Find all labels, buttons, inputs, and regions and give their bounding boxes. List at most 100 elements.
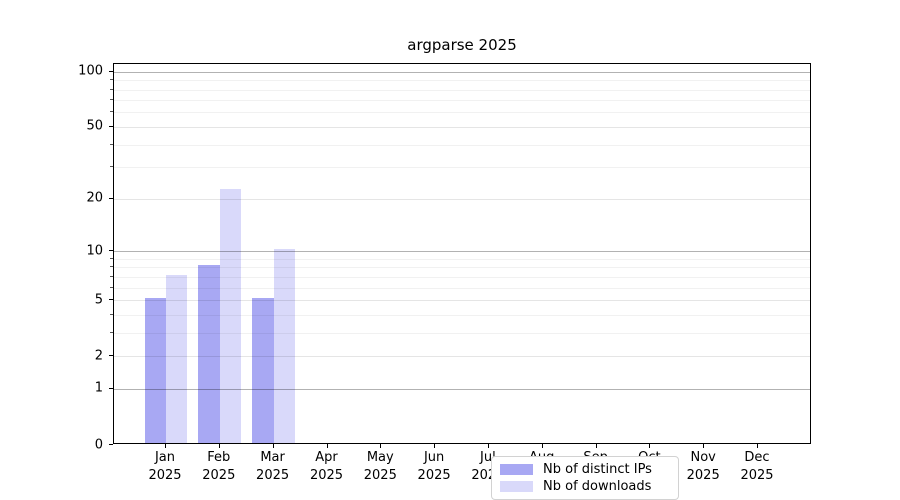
x-tick <box>703 444 705 448</box>
x-tick-year: 2025 <box>417 468 451 483</box>
x-tick <box>434 444 436 448</box>
gridline-major <box>114 71 810 73</box>
gridline-minor <box>114 100 810 102</box>
chart-title: argparse 2025 <box>407 36 517 54</box>
grid-layer <box>114 64 810 443</box>
y-tick-label: 0 <box>94 437 103 452</box>
y-tick <box>109 70 113 72</box>
x-tick-label: Jan 2025 <box>125 449 205 485</box>
x-tick-label: Mar 2025 <box>233 449 313 485</box>
legend: Nb of distinct IPs Nb of downloads <box>491 456 679 500</box>
bar-jan-s0 <box>144 298 166 443</box>
x-tick <box>272 444 274 448</box>
y-tick-label: 1 <box>94 380 103 396</box>
x-tick <box>757 444 758 448</box>
x-tick <box>380 444 382 448</box>
y-minor-tick <box>110 313 113 315</box>
y-minor-tick <box>110 79 113 81</box>
y-tick-label: 20 <box>86 190 103 206</box>
gridline-labeled <box>114 356 810 358</box>
bar-mar-s1 <box>273 249 295 443</box>
x-tick-month: May <box>366 450 394 465</box>
bar-jan-s1 <box>166 274 188 443</box>
x-tick <box>218 444 220 448</box>
x-tick-label: Dec 2025 <box>717 449 797 485</box>
x-tick-label: Feb 2025 <box>179 449 259 485</box>
y-tick <box>109 299 113 300</box>
x-tick <box>595 444 597 448</box>
x-tick-year: 2025 <box>202 468 236 483</box>
x-tick-label: May 2025 <box>340 449 420 485</box>
y-tick <box>109 197 113 199</box>
gridline-minor <box>114 287 810 289</box>
gridline-minor <box>114 167 810 169</box>
x-tick-year: 2025 <box>740 468 774 483</box>
x-tick-month: Jan <box>154 450 176 465</box>
gridline-minor <box>114 258 810 260</box>
x-tick-month: Dec <box>744 450 770 465</box>
y-minor-tick <box>110 99 113 101</box>
gridline-minor <box>114 314 810 316</box>
y-minor-tick <box>110 257 113 259</box>
x-tick <box>649 444 651 448</box>
gridline-minor <box>114 144 810 146</box>
legend-row-downloads: Nb of downloads <box>500 479 670 494</box>
x-tick-label: Jun 2025 <box>394 449 474 485</box>
bar-feb-s0 <box>198 265 220 443</box>
y-tick-label: 100 <box>78 63 103 79</box>
bar-mar-s0 <box>252 298 274 443</box>
y-tick-label: 50 <box>86 118 103 134</box>
y-minor-tick <box>110 88 113 90</box>
x-tick <box>487 444 489 448</box>
bar-feb-s1 <box>219 189 242 443</box>
legend-swatch-distinct-ips <box>500 463 533 475</box>
y-tick <box>109 444 113 445</box>
gridline-major <box>114 251 810 252</box>
y-tick <box>109 125 113 127</box>
gridline-minor <box>114 80 810 82</box>
y-tick <box>109 387 113 389</box>
y-tick-label: 2 <box>94 348 103 364</box>
y-tick-label: 10 <box>86 243 103 258</box>
gridline-labeled <box>114 126 810 128</box>
x-tick-label: Apr 2025 <box>287 449 367 485</box>
x-tick <box>165 444 166 448</box>
gridline-minor <box>114 112 810 114</box>
gridline-labeled <box>114 198 810 200</box>
x-tick <box>541 444 543 448</box>
x-tick-month: Apr <box>315 450 338 465</box>
y-minor-tick <box>110 166 113 168</box>
x-tick <box>326 444 328 448</box>
y-minor-tick <box>110 331 113 333</box>
gridline-minor <box>114 89 810 91</box>
legend-label-distinct-ips: Nb of distinct IPs <box>543 461 652 477</box>
x-tick-month: Mar <box>260 450 285 465</box>
y-minor-tick <box>110 275 113 277</box>
y-tick <box>109 355 113 357</box>
x-tick-year: 2025 <box>148 468 182 483</box>
y-minor-tick <box>110 286 113 288</box>
y-tick <box>109 250 113 251</box>
x-tick-year: 2025 <box>309 468 344 483</box>
x-tick-month: Jun <box>423 450 445 465</box>
gridline-labeled <box>114 300 810 301</box>
bars-layer <box>114 64 810 443</box>
gridline-minor <box>114 276 810 278</box>
legend-swatch-downloads <box>500 481 533 493</box>
y-tick-label: 5 <box>94 292 103 307</box>
gridline-minor <box>114 267 810 269</box>
x-tick-label: Nov 2025 <box>663 449 743 485</box>
gridline-minor <box>114 332 810 334</box>
x-tick-month: Feb <box>207 450 231 465</box>
legend-row-distinct-ips: Nb of distinct IPs <box>500 462 670 477</box>
plot-area: Nb of distinct IPs Nb of downloads <box>113 63 811 500</box>
y-minor-tick <box>110 143 113 145</box>
x-tick-year: 2025 <box>256 468 290 483</box>
legend-label-downloads: Nb of downloads <box>543 479 652 495</box>
x-tick-month: Nov <box>690 450 716 465</box>
gridline-major <box>114 388 810 390</box>
x-tick-year: 2025 <box>686 468 720 483</box>
x-tick-year: 2025 <box>363 468 397 483</box>
y-minor-tick <box>110 266 113 268</box>
